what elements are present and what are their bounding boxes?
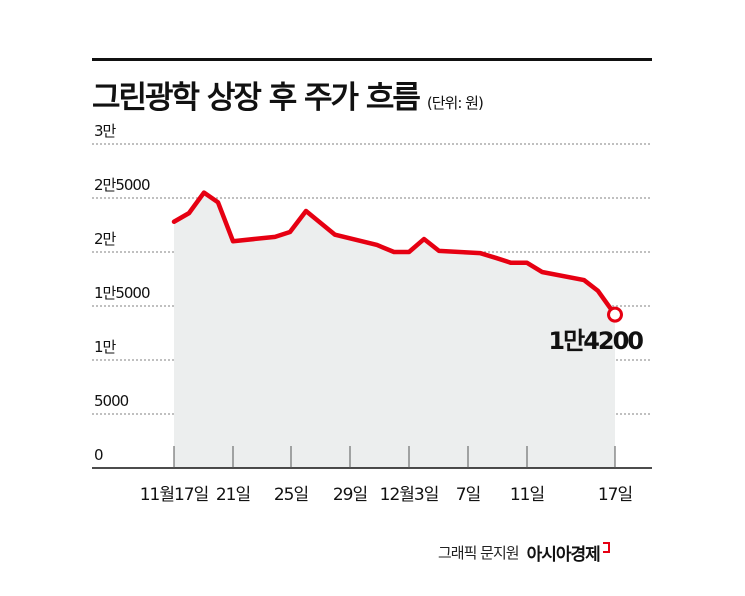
price-line <box>171 190 618 317</box>
x-tick-label: 21일 <box>216 485 250 505</box>
y-tick-label: 1만5000 <box>94 284 150 302</box>
y-tick-label: 1만 <box>94 338 117 356</box>
x-tick-label: 12월3일 <box>380 485 439 505</box>
y-axis-labels: 0 5000 1만 1만5000 2만 2만5000 3만 <box>94 122 151 464</box>
unit-label: (단위: 원) <box>426 94 484 112</box>
x-tick-label: 7일 <box>456 485 480 505</box>
x-axis-ticks: 11월17일 21일 25일 29일 12월3일 7일 11일 17일 <box>140 446 633 505</box>
x-tick-label: 25일 <box>274 485 308 505</box>
x-tick-label: 11월17일 <box>140 485 209 505</box>
y-tick-label: 0 <box>94 446 103 464</box>
graphic-credit: 그래픽 문지원 <box>438 544 520 562</box>
chart-title: 그린광학 상장 후 주가 흐름 <box>92 80 421 116</box>
x-tick-label: 17일 <box>598 485 632 505</box>
y-tick-label: 5000 <box>94 392 129 410</box>
y-tick-label: 2만5000 <box>94 176 150 194</box>
y-tick-label: 2만 <box>94 230 117 248</box>
end-point-marker <box>607 306 623 323</box>
chart-header: 그린광학 상장 후 주가 흐름 (단위: 원) <box>92 72 484 117</box>
title-top-rule <box>92 58 652 61</box>
x-tick-label: 29일 <box>333 485 367 505</box>
end-value-label: 1만4200 <box>548 327 643 355</box>
y-tick-label: 3만 <box>94 122 117 140</box>
brand-logo-text: 아시아경제 <box>526 545 601 565</box>
x-tick-label: 11일 <box>510 485 544 505</box>
brand-mark-icon <box>602 542 610 553</box>
credit: 그래픽 문지원 아시아경제 <box>438 540 610 565</box>
